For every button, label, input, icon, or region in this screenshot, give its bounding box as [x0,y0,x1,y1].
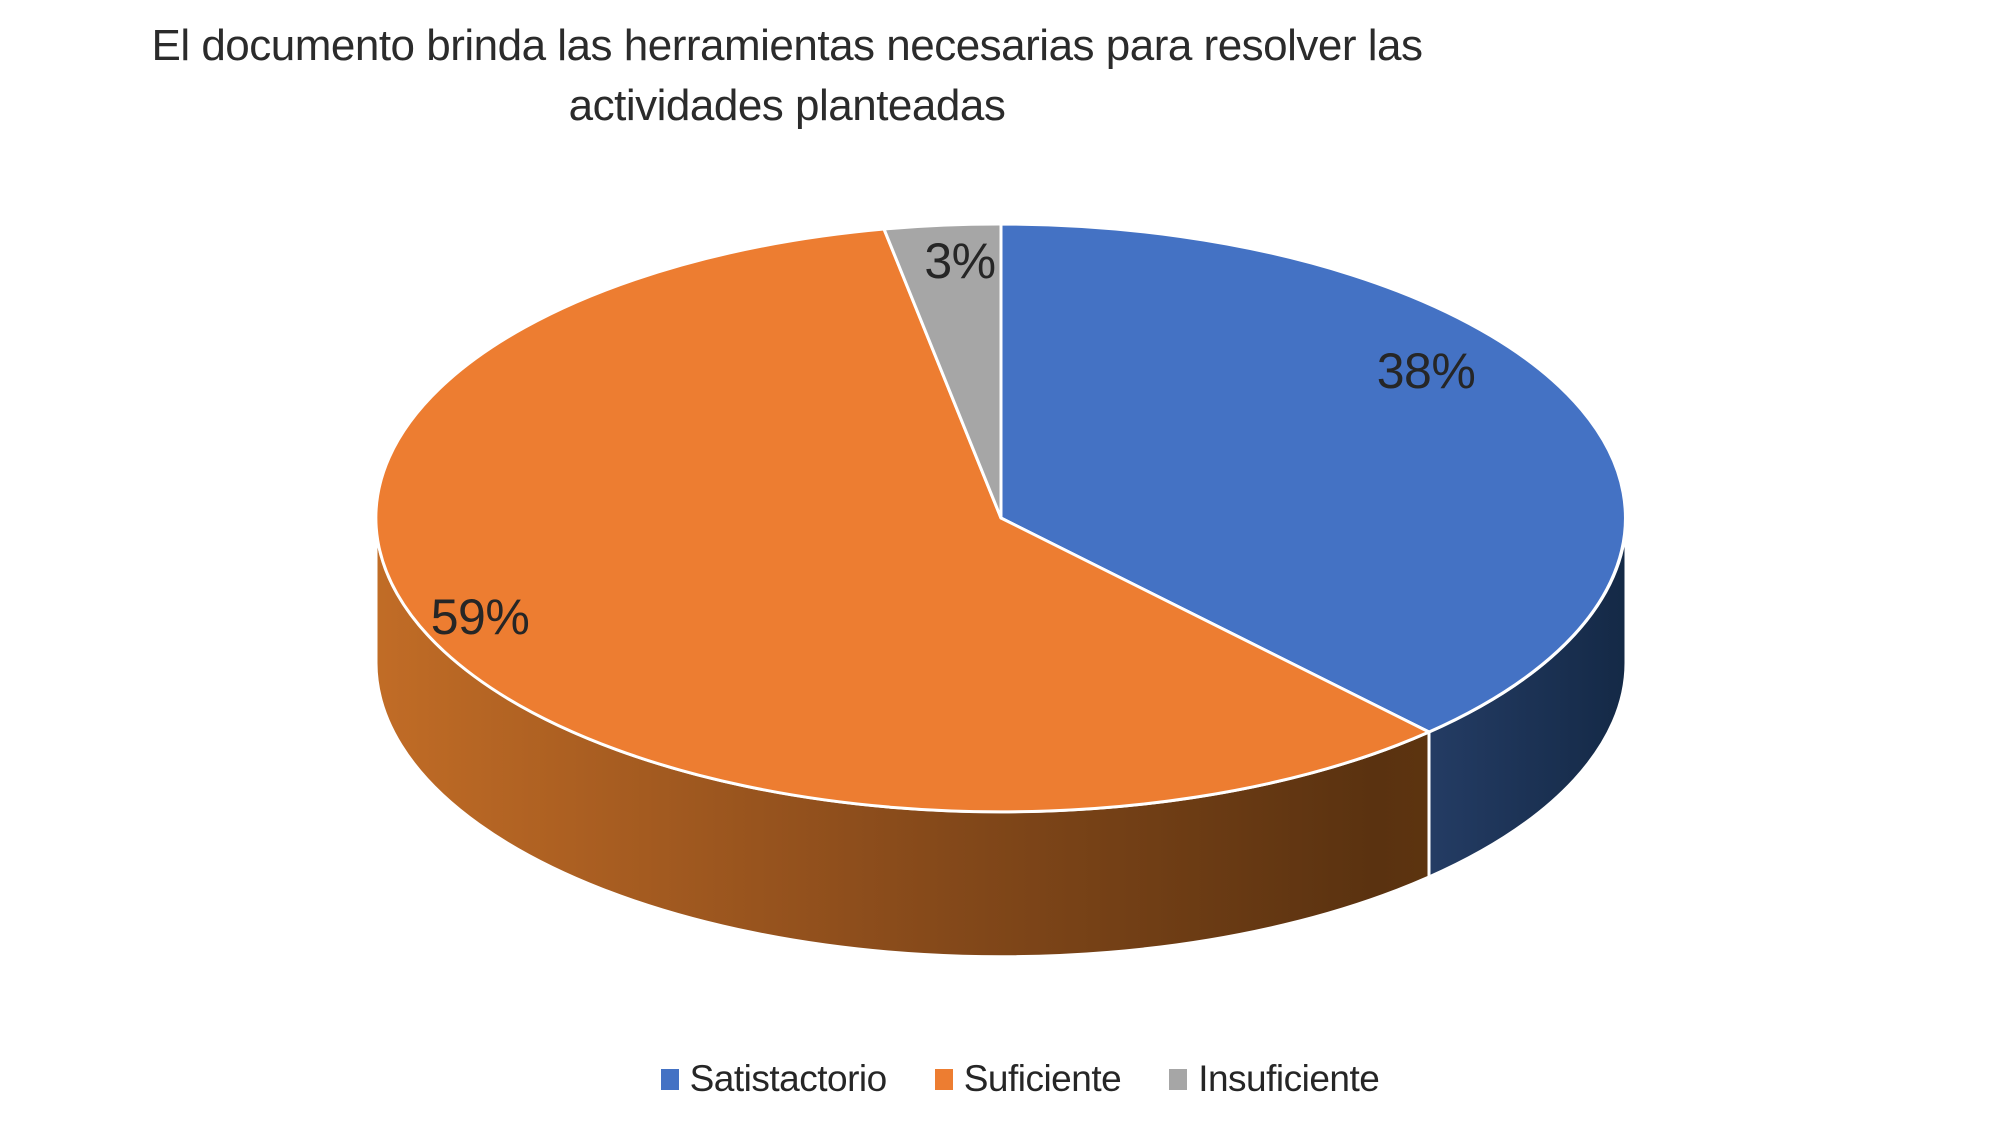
legend-item-suficiente: Suficiente [934,1058,1122,1100]
chart-title-line-2: actividades planteadas [568,81,1006,130]
chart-title: El documento brinda las herramientas nec… [151,16,1423,136]
legend: Satistactorio Suficiente Insuficiente [0,1058,2000,1100]
data-label-satistactorio: 38% [1376,343,1476,399]
legend-marker-suficiente [934,1068,953,1090]
legend-marker-satistactorio [660,1068,679,1090]
legend-label-satistactorio: Satistactorio [689,1058,888,1099]
legend-label-suficiente: Suficiente [963,1058,1122,1099]
legend-marker-insuficiente [1169,1068,1188,1090]
chart-title-line-1: El documento brinda las herramientas nec… [151,21,1423,70]
legend-item-satistactorio: Satistactorio [660,1058,888,1100]
data-label-insuficiente: 3% [924,233,996,289]
pie-slice-insuficiente-top [882,222,1003,520]
pie-slice-suficiente-top [374,227,1431,814]
legend-item-insuficiente: Insuficiente [1169,1058,1380,1100]
legend-label-insuficiente: Insuficiente [1198,1058,1380,1099]
data-label-suficiente: 59% [430,589,530,645]
pie-slice-satistactorio-top [999,222,1627,734]
